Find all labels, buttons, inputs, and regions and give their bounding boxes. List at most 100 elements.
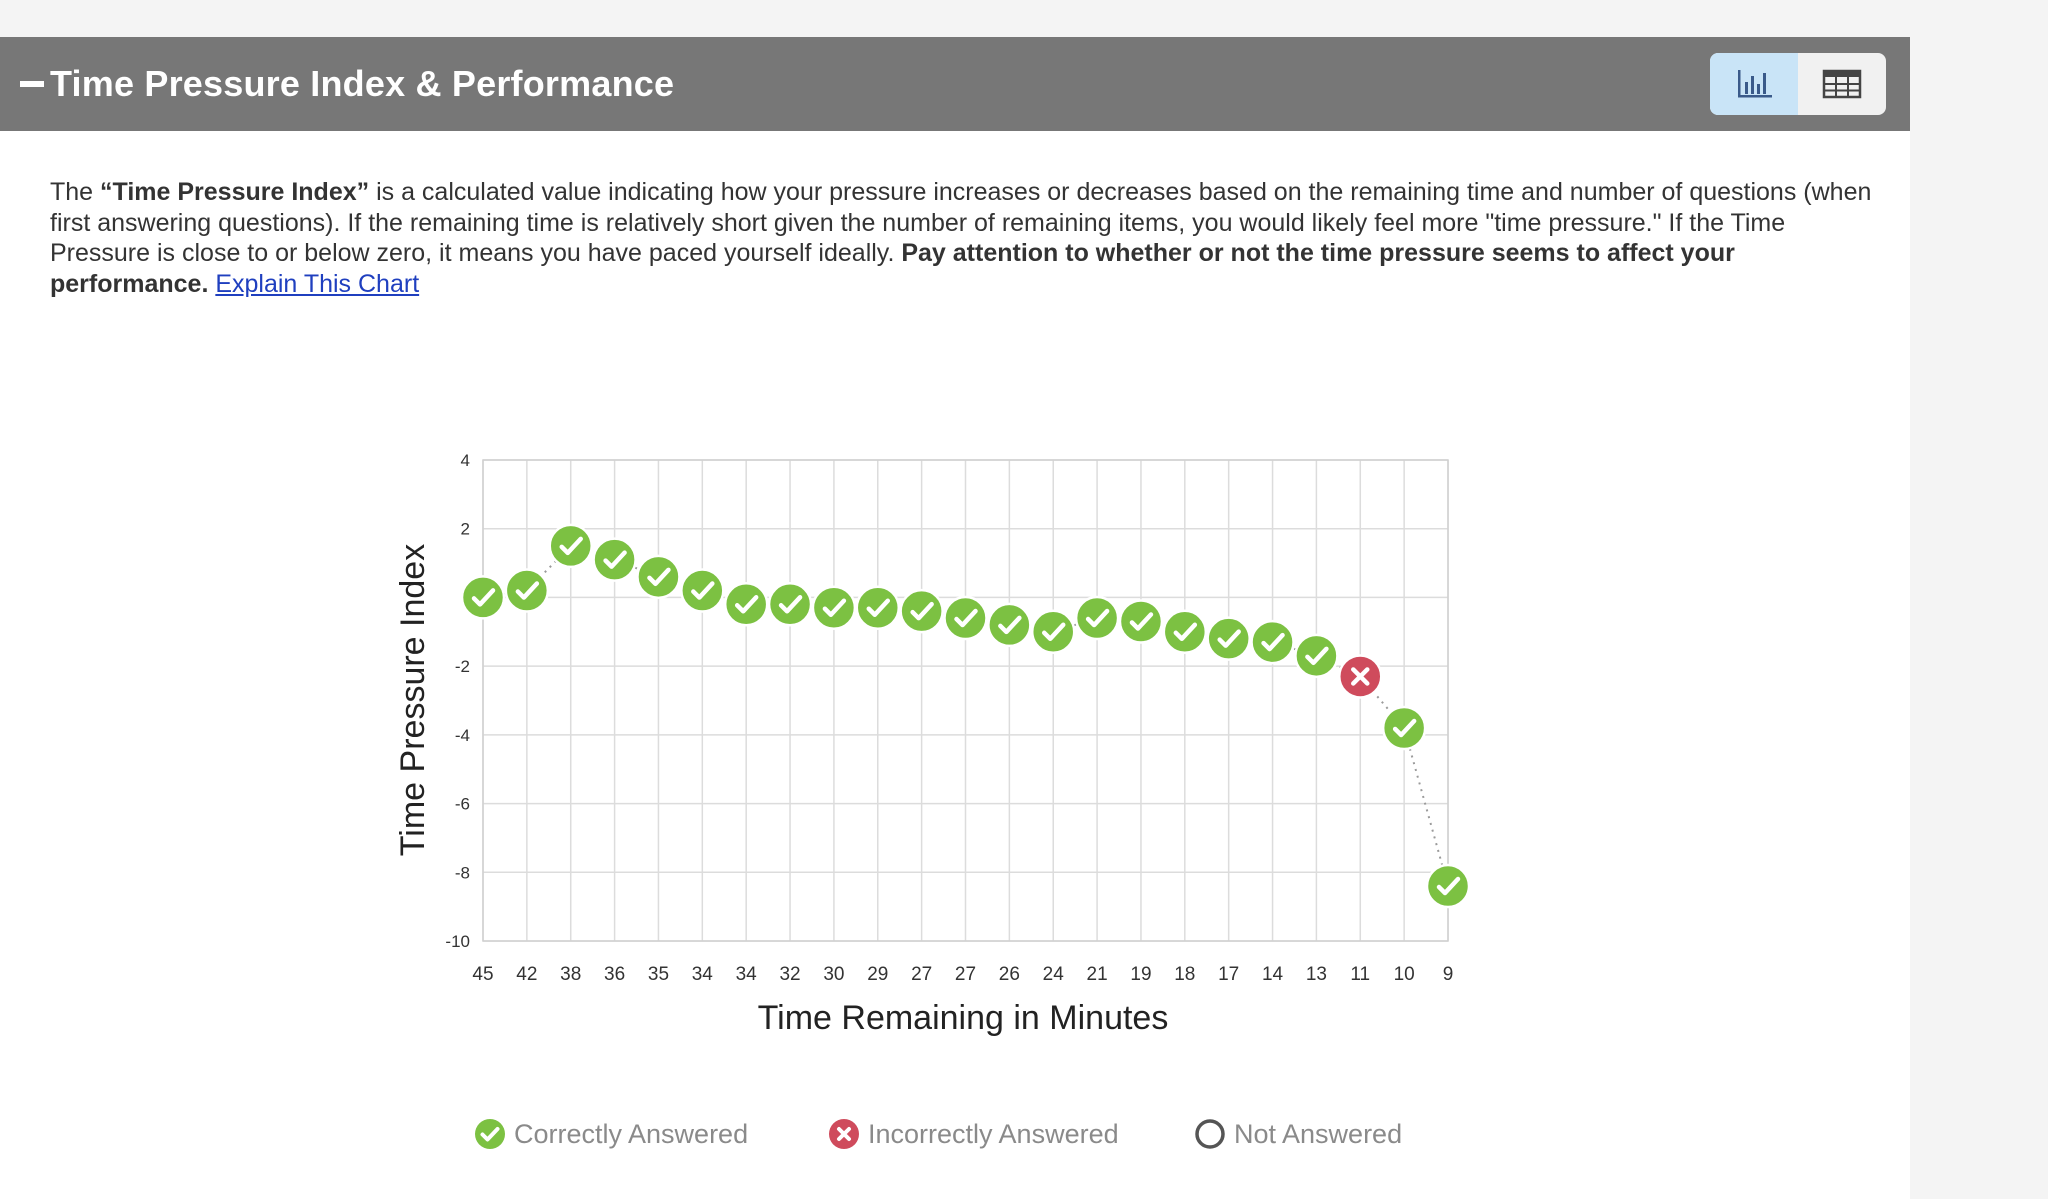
x-mark: [1351, 667, 1370, 686]
data-point[interactable]: [1250, 619, 1295, 665]
legend-incorrect[interactable]: Incorrectly Answered: [828, 1118, 1119, 1150]
data-point[interactable]: [767, 582, 813, 627]
y-tick-label: -8: [455, 863, 470, 882]
data-point[interactable]: [943, 595, 988, 641]
data-point[interactable]: [1381, 705, 1427, 751]
chart-view-button[interactable]: [1710, 53, 1798, 115]
check-mark: [603, 550, 627, 569]
data-point[interactable]: [899, 588, 944, 634]
check-mark: [778, 595, 803, 614]
x-circle-icon: [829, 1119, 859, 1149]
x-tick-label: 18: [1174, 964, 1195, 985]
y-tick-label: -4: [455, 726, 470, 745]
data-point[interactable]: [460, 575, 506, 620]
legend-not-answered-label: Not Answered: [1234, 1118, 1403, 1149]
legend-correct[interactable]: Correctly Answered: [474, 1118, 748, 1150]
x-tick-label: 9: [1443, 964, 1454, 985]
collapse-icon[interactable]: [20, 81, 44, 87]
marker-circle: [548, 523, 593, 569]
data-point[interactable]: [680, 568, 725, 613]
table-view-button[interactable]: [1798, 53, 1886, 115]
x-tick-label: 34: [692, 964, 714, 985]
x-tick-label: 13: [1306, 964, 1327, 985]
desc-text-2: is a calculated value indicating how you…: [50, 178, 1872, 267]
empty-circle-icon: [1195, 1119, 1225, 1149]
data-point[interactable]: [1162, 609, 1208, 655]
marker-circle: [636, 554, 681, 600]
y-tick-label: -2: [455, 657, 470, 676]
marker-circle: [1030, 609, 1076, 655]
data-point[interactable]: [855, 585, 901, 630]
marker-circle: [680, 568, 725, 613]
check-mark: [515, 581, 540, 600]
check-mark: [1261, 632, 1285, 652]
desc-bold-term: “Time Pressure Index”: [100, 178, 370, 206]
legend-incorrect-label: Incorrectly Answered: [868, 1118, 1119, 1149]
check-mark: [1085, 608, 1110, 628]
panel-title: Time Pressure Index & Performance: [50, 63, 675, 104]
check-mark: [559, 536, 583, 556]
data-point[interactable]: [1074, 595, 1120, 641]
check-mark: [1173, 622, 1198, 642]
x-tick-label: 14: [1262, 964, 1284, 985]
x-axis-label: Time Remaining in Minutes: [758, 999, 1169, 1037]
marker-circle: [460, 575, 506, 620]
data-point[interactable]: [504, 568, 550, 613]
x-tick-label: 36: [604, 964, 625, 985]
marker-circle: [811, 585, 857, 630]
data-point[interactable]: [1425, 863, 1471, 909]
data-point[interactable]: [592, 537, 637, 582]
y-axis-ticks: 420-2-4-6-8-10: [445, 451, 470, 951]
x-tick-label: 17: [1218, 964, 1239, 985]
check-mark: [910, 601, 934, 621]
check-mark: [1129, 612, 1154, 631]
chart-panel: Time Pressure Index & Performance: [0, 37, 1910, 1199]
marker-circle: [1162, 609, 1208, 655]
data-point[interactable]: [811, 585, 857, 630]
x-axis-ticks: 45 42 38 36 35 34 34 32 30 29 27 27 26 24 21 19 18 17 14 13…: [472, 964, 1453, 985]
x-tick-label: 11: [1350, 964, 1370, 985]
data-point[interactable]: [987, 602, 1032, 648]
data-point[interactable]: [1030, 609, 1076, 655]
desc-text-1: The: [50, 178, 101, 206]
marker-circle: [1206, 616, 1251, 661]
description-text: The “Time Pressure Index” is a calculate…: [50, 177, 1880, 299]
check-mark: [954, 608, 978, 628]
marker-circle: [1425, 863, 1471, 909]
check-mark: [1392, 718, 1417, 738]
legend-not-answered[interactable]: Not Answered: [1194, 1118, 1402, 1150]
data-point[interactable]: [1206, 616, 1251, 661]
marker-circle: [723, 582, 769, 627]
data-point[interactable]: [636, 554, 681, 600]
check-mark: [734, 595, 759, 614]
desc-bold-note: Pay attention to whether or not the time…: [50, 239, 1735, 298]
bar-chart-icon: [1738, 70, 1772, 98]
y-tick-label: -6: [455, 795, 470, 814]
x-tick-label: 24: [1043, 964, 1065, 985]
x-tick-label: 26: [999, 964, 1020, 985]
legend-correct-label: Correctly Answered: [514, 1118, 749, 1149]
check-mark: [1305, 646, 1329, 666]
x-tick-label: 29: [867, 964, 888, 985]
data-point[interactable]: [1118, 599, 1164, 644]
data-point[interactable]: [723, 582, 769, 627]
data-point[interactable]: [548, 523, 593, 569]
view-toggle: [1710, 53, 1886, 115]
marker-circle: [855, 585, 901, 630]
marker-circle: [1118, 599, 1164, 644]
table-grid-icon: [1822, 69, 1862, 99]
x-tick-label: 27: [911, 964, 932, 985]
data-point[interactable]: [1338, 654, 1383, 699]
marker-circle: [1250, 619, 1295, 665]
marker-circle: [767, 582, 813, 627]
data-point[interactable]: [1294, 633, 1339, 679]
check-mark: [866, 598, 891, 617]
explain-chart-link[interactable]: Explain This Chart: [215, 269, 420, 298]
x-tick-label: 38: [560, 964, 581, 985]
y-tick-label: 2: [461, 520, 470, 539]
check-circle-icon: [475, 1119, 505, 1149]
x-tick-label: 42: [516, 964, 537, 985]
check-mark: [1436, 876, 1461, 896]
check-mark: [691, 581, 715, 600]
